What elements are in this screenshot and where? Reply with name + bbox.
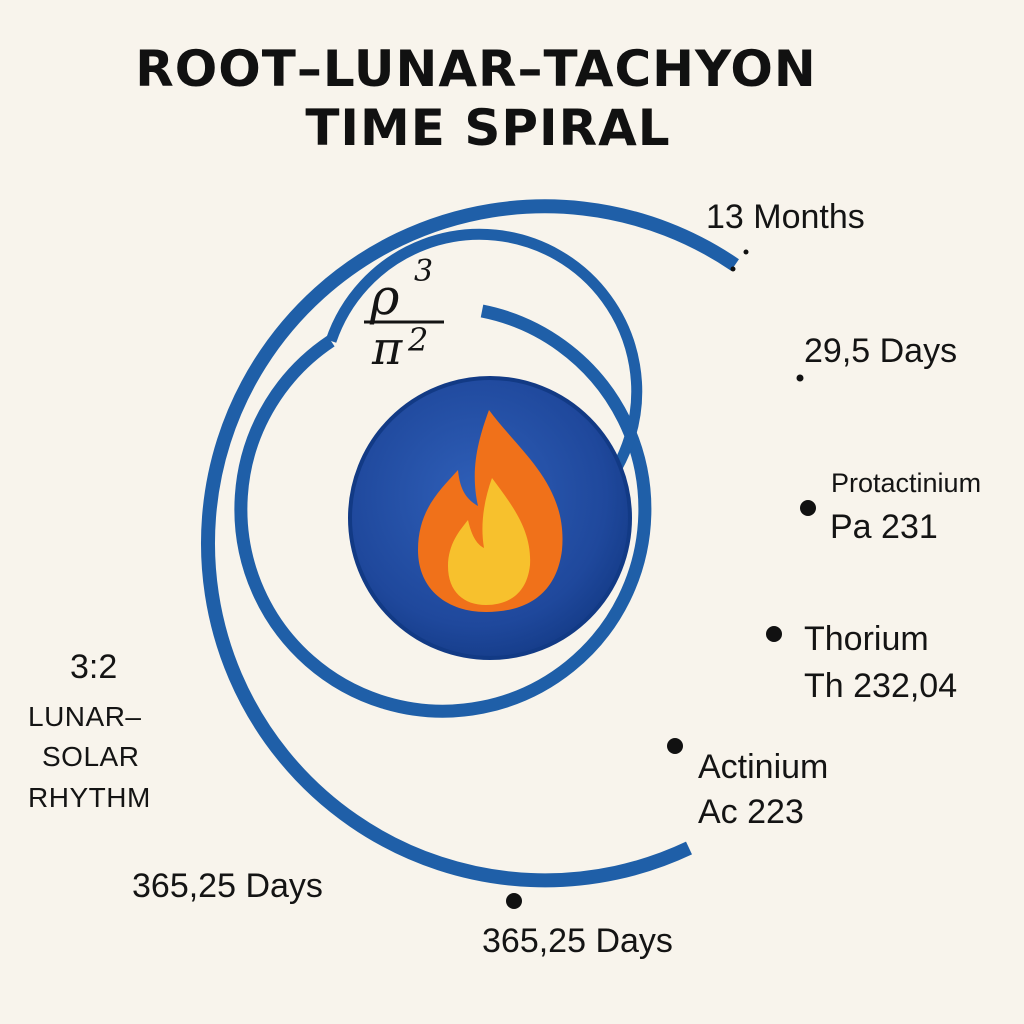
title-line-1: ROOT–LUNAR–TACHYON xyxy=(135,40,817,98)
label-ratio: 3:2 xyxy=(70,648,117,686)
markers xyxy=(506,249,816,909)
label-13-months: 13 Months xyxy=(706,198,865,236)
flame-icon xyxy=(418,410,563,612)
title-line-2: TIME SPIRAL xyxy=(305,99,670,157)
formula: ρ 3 π 2 xyxy=(364,254,444,375)
label-rhythm-line-3: RHYTHM xyxy=(28,782,151,813)
label-thorium-name: Thorium xyxy=(804,620,929,658)
marker-months-2 xyxy=(730,266,736,272)
label-protactinium-value: Pa 231 xyxy=(830,508,938,546)
marker-solar-days xyxy=(506,893,522,909)
label-rhythm-line-2: SOLAR xyxy=(42,741,139,772)
spiral-middle-ring xyxy=(234,304,652,718)
spiral-outer-ring xyxy=(201,199,739,888)
label-thorium-value: Th 232,04 xyxy=(804,667,957,705)
label-rhythm-line-1: LUNAR– xyxy=(28,701,141,732)
marker-protactinium xyxy=(800,500,816,516)
formula-numerator-base: ρ xyxy=(369,268,400,326)
formula-denominator-base: π xyxy=(371,321,403,375)
marker-months xyxy=(743,249,749,255)
marker-thorium xyxy=(766,626,782,642)
formula-numerator-exponent: 3 xyxy=(414,254,433,289)
flame-inner xyxy=(448,478,531,605)
label-actinium-name: Actinium xyxy=(698,748,828,786)
label-29-5-days: 29,5 Days xyxy=(804,332,957,370)
marker-actinium xyxy=(667,738,683,754)
label-protactinium-name: Protactinium xyxy=(831,468,981,498)
label-actinium-value: Ac 223 xyxy=(698,793,804,831)
formula-denominator-exponent: 2 xyxy=(407,321,428,359)
central-core xyxy=(348,376,632,660)
label-365-days-left: 365,25 Days xyxy=(132,867,323,905)
label-365-days-bottom: 365,25 Days xyxy=(482,922,673,960)
marker-lunar-days xyxy=(796,374,804,382)
